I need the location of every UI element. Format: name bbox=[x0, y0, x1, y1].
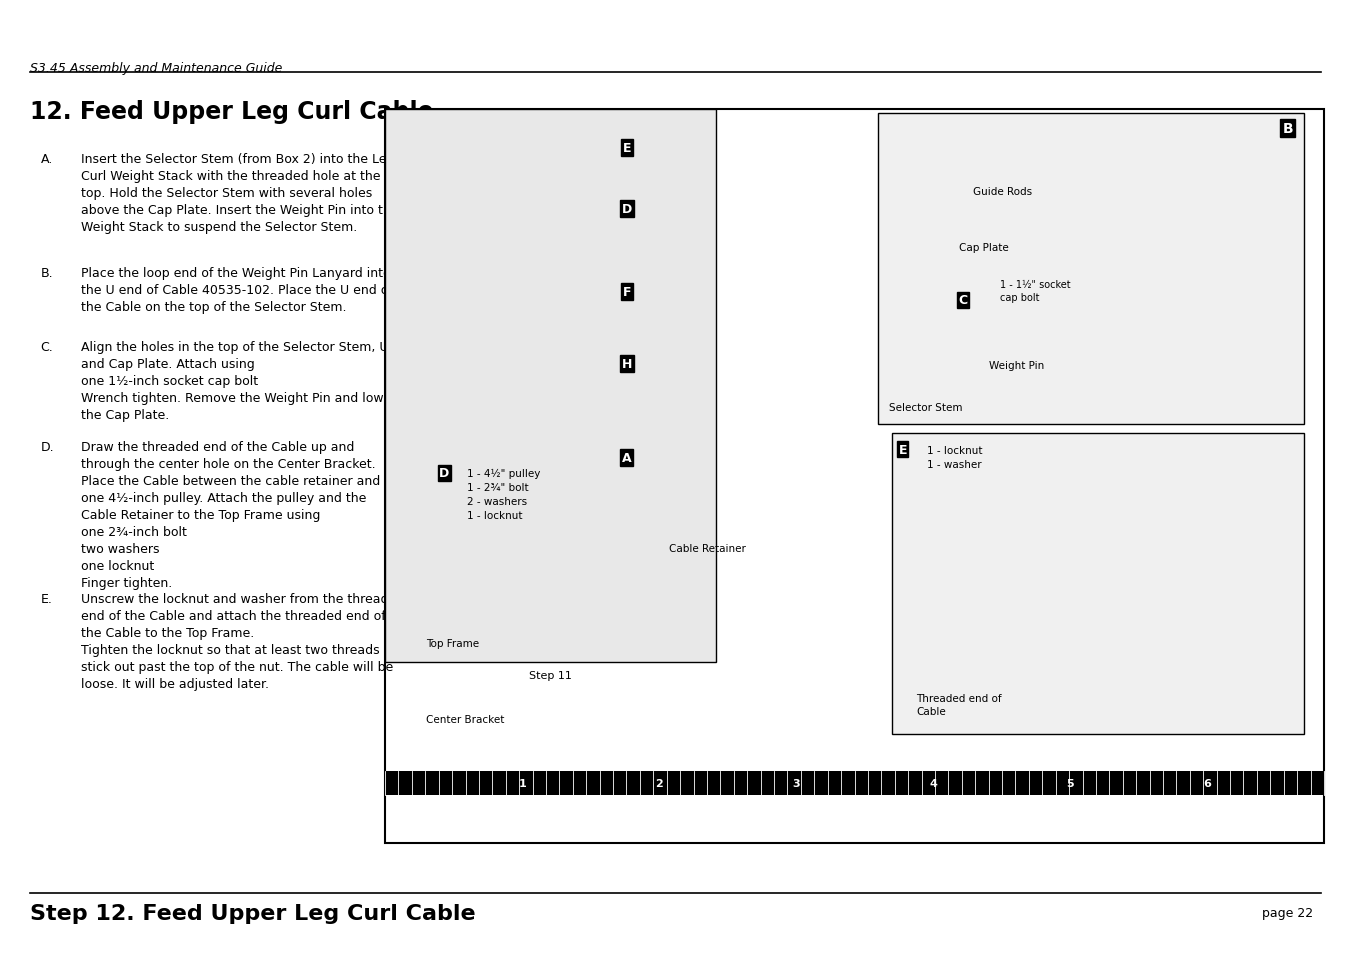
Text: Insert the Selector Stem (from Box 2) into the Leg
Curl Weight Stack with the th: Insert the Selector Stem (from Box 2) in… bbox=[81, 152, 399, 233]
Text: E: E bbox=[898, 443, 907, 456]
Text: 1: 1 bbox=[519, 779, 526, 788]
Bar bbox=[385, 110, 716, 662]
Text: 5: 5 bbox=[1066, 779, 1074, 788]
Text: Top Frame: Top Frame bbox=[426, 639, 478, 648]
Text: 6: 6 bbox=[1204, 779, 1212, 788]
Text: C.: C. bbox=[41, 340, 53, 354]
Text: Draw the threaded end of the Cable up and
through the center hole on the Center : Draw the threaded end of the Cable up an… bbox=[81, 440, 381, 589]
Text: 2: 2 bbox=[655, 779, 663, 788]
Text: 1 - 4½" pulley
1 - 2¾" bolt
2 - washers
1 - locknut: 1 - 4½" pulley 1 - 2¾" bolt 2 - washers … bbox=[467, 468, 540, 520]
Text: Unscrew the locknut and washer from the threaded
end of the Cable and attach the: Unscrew the locknut and washer from the … bbox=[81, 593, 404, 691]
Bar bbox=[878, 114, 1304, 424]
Text: Cable Retainer: Cable Retainer bbox=[669, 543, 746, 553]
Bar bbox=[385, 110, 1324, 843]
Text: page 22: page 22 bbox=[1262, 906, 1313, 920]
Text: A: A bbox=[621, 452, 631, 464]
Text: 4: 4 bbox=[929, 779, 938, 788]
Text: Step 12. Feed Upper Leg Curl Cable: Step 12. Feed Upper Leg Curl Cable bbox=[30, 903, 476, 923]
Text: E: E bbox=[623, 142, 631, 154]
Text: Cap Plate: Cap Plate bbox=[959, 243, 1009, 253]
Bar bbox=[385, 772, 1324, 795]
Text: F: F bbox=[623, 286, 631, 298]
Text: Selector Stem: Selector Stem bbox=[889, 403, 962, 413]
Text: Align the holes in the top of the Selector Stem, U,
and Cap Plate. Attach using
: Align the holes in the top of the Select… bbox=[81, 340, 397, 421]
Text: B.: B. bbox=[41, 267, 53, 280]
Text: Step 11: Step 11 bbox=[530, 670, 571, 679]
Text: 12. Feed Upper Leg Curl Cable: 12. Feed Upper Leg Curl Cable bbox=[30, 100, 434, 124]
Text: D: D bbox=[621, 203, 632, 215]
Text: 1 - 1½" socket
cap bolt: 1 - 1½" socket cap bolt bbox=[1000, 279, 1070, 302]
Text: Guide Rods: Guide Rods bbox=[973, 187, 1032, 196]
Text: H: H bbox=[621, 357, 632, 371]
Text: Threaded end of
Cable: Threaded end of Cable bbox=[916, 694, 1001, 717]
Text: C: C bbox=[959, 294, 967, 307]
Text: D.: D. bbox=[41, 440, 54, 454]
Bar bbox=[892, 434, 1304, 734]
Text: Weight Pin: Weight Pin bbox=[989, 360, 1044, 370]
Text: 3: 3 bbox=[793, 779, 800, 788]
Text: Place the loop end of the Weight Pin Lanyard into
the U end of Cable 40535-102. : Place the loop end of the Weight Pin Lan… bbox=[81, 267, 393, 314]
Text: E.: E. bbox=[41, 593, 53, 606]
Text: S3.45 Assembly and Maintenance Guide: S3.45 Assembly and Maintenance Guide bbox=[30, 62, 282, 75]
Text: D: D bbox=[439, 467, 450, 480]
Text: A.: A. bbox=[41, 152, 53, 166]
Text: 1 - locknut
1 - washer: 1 - locknut 1 - washer bbox=[927, 446, 982, 470]
Text: Center Bracket: Center Bracket bbox=[426, 715, 504, 724]
Text: B: B bbox=[1282, 122, 1293, 136]
